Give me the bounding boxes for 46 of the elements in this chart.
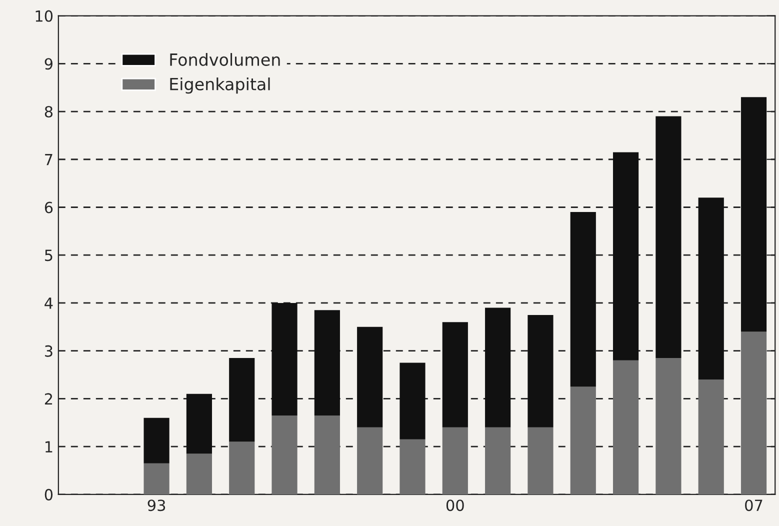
bar <box>528 427 554 494</box>
bar <box>229 442 255 494</box>
bar <box>485 308 511 428</box>
y-tick-label: 3 <box>45 345 52 357</box>
bar <box>144 463 170 494</box>
x-tick-label: 07 <box>745 500 762 512</box>
bar <box>272 302 298 416</box>
bar <box>357 427 383 494</box>
y-tick-label: 8 <box>44 106 53 118</box>
bar <box>698 198 724 380</box>
y-tick-label: 5 <box>45 250 52 262</box>
y-tick-label: 4 <box>44 298 53 309</box>
legend-label: Eigenkapital <box>170 78 270 94</box>
bar <box>656 358 682 494</box>
bar <box>698 380 724 494</box>
y-tick-label: 0 <box>44 488 53 500</box>
bar <box>570 386 596 494</box>
y-tick-label: 10 <box>36 10 53 22</box>
y-tick-label: 2 <box>44 393 52 405</box>
bar <box>186 454 212 494</box>
bar <box>186 394 212 454</box>
y-tick-label: 1 <box>46 441 52 452</box>
bar <box>144 418 170 464</box>
x-tick-label: 00 <box>446 500 464 512</box>
bar <box>528 314 554 428</box>
bar <box>656 116 682 358</box>
bar <box>357 326 383 428</box>
y-tick-label: 6 <box>44 202 53 214</box>
bar <box>570 212 596 387</box>
bar <box>613 360 639 494</box>
x-tick-label: 93 <box>148 500 166 512</box>
bar <box>314 310 340 416</box>
bar <box>485 427 511 494</box>
legend-label: Fondvolumen <box>170 53 280 66</box>
bar <box>272 415 298 494</box>
bar <box>442 427 468 494</box>
y-tick-label: 9 <box>44 58 52 70</box>
bar <box>740 332 767 494</box>
bar <box>740 97 767 332</box>
bar <box>400 439 426 494</box>
bar <box>314 415 340 494</box>
bar <box>613 152 639 360</box>
bar <box>442 322 468 428</box>
bar <box>229 358 255 442</box>
y-tick-label: 7 <box>45 154 52 166</box>
bar <box>400 362 426 440</box>
